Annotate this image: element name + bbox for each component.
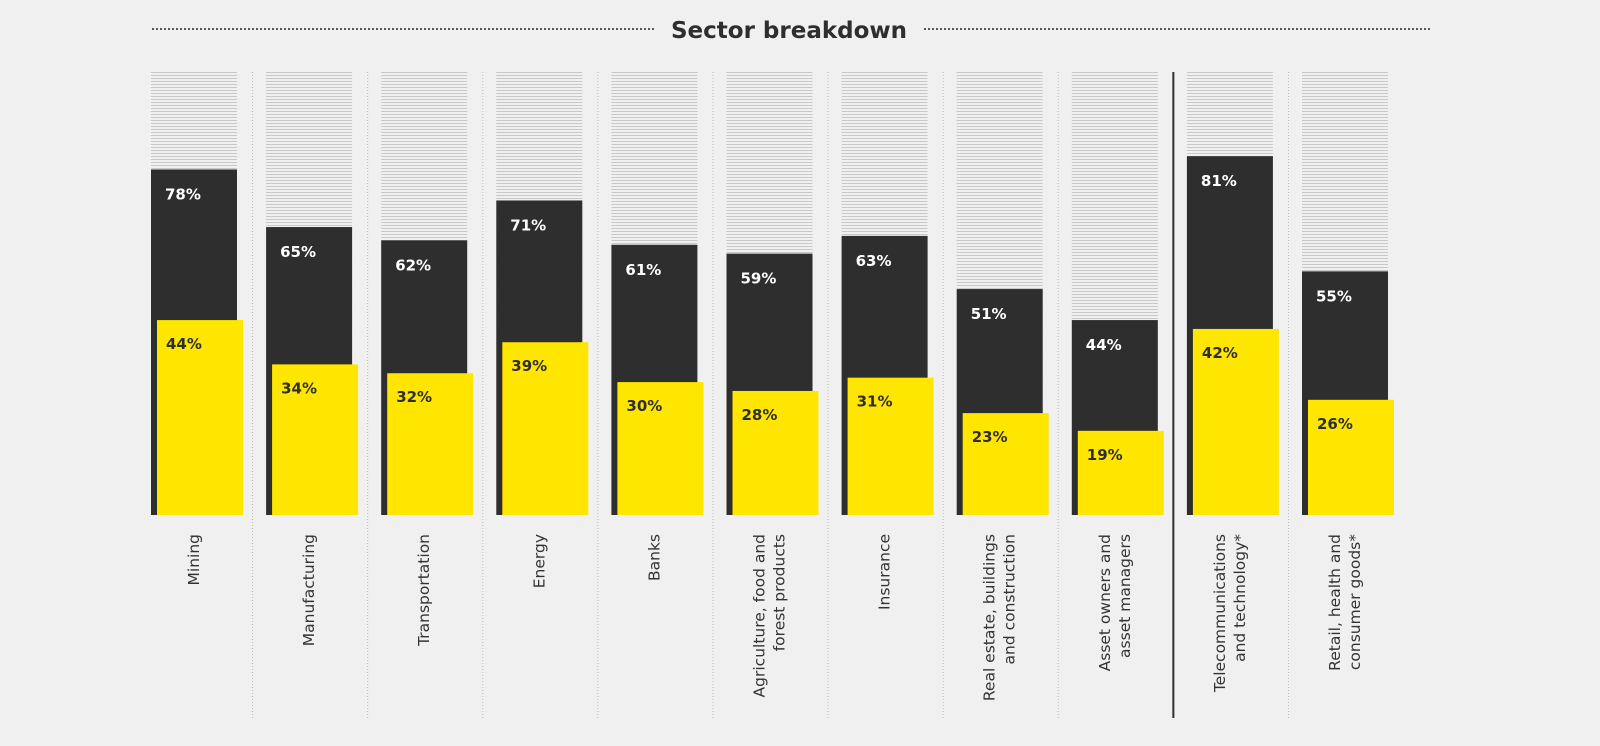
- value-label-yellow: 44%: [166, 335, 202, 353]
- bar-yellow: [1308, 399, 1394, 515]
- category-label-line: forest products: [771, 534, 789, 651]
- category-label-line: Banks: [645, 534, 663, 581]
- category-label-line: Transportation: [415, 534, 433, 647]
- value-label-dark: 81%: [1201, 172, 1237, 190]
- bar-yellow: [502, 342, 589, 515]
- category-label-line: Telecommunications: [1211, 534, 1229, 693]
- category-label: Insurance: [876, 534, 894, 610]
- category-label: Manufacturing: [300, 534, 318, 646]
- value-label-yellow: 34%: [281, 379, 317, 397]
- bars-group: 78% 44% 65% 34% 62% 32% 71% 39% 61% 30% 59% 28% 63% 3…: [151, 72, 1394, 516]
- value-label-yellow: 32%: [396, 388, 432, 406]
- column-dividers: [252, 72, 1289, 718]
- category-label: Mining: [185, 534, 203, 585]
- category-label: Transportation: [415, 534, 433, 647]
- value-label-yellow: 23%: [972, 428, 1008, 446]
- category-labels-group: Mining Manufacturing Transportation Energy B…: [185, 534, 1364, 701]
- category-label-line: Insurance: [876, 534, 894, 610]
- bar-yellow: [847, 377, 934, 515]
- value-label-yellow: 31%: [857, 393, 893, 411]
- category-label-line: and construction: [1001, 534, 1019, 664]
- value-label-dark: 51%: [971, 305, 1007, 323]
- category-label: Agriculture, food and forest products: [751, 534, 789, 697]
- bar-yellow: [157, 320, 243, 515]
- bar-yellow: [962, 413, 1049, 515]
- category-label: Energy: [530, 534, 548, 588]
- category-label-line: Manufacturing: [300, 534, 318, 646]
- category-label: Retail, health and consumer goods*: [1326, 534, 1364, 671]
- value-label-dark: 44%: [1086, 336, 1122, 354]
- bar-yellow: [1192, 328, 1279, 515]
- value-label-dark: 65%: [280, 243, 316, 261]
- value-label-yellow: 28%: [742, 406, 778, 424]
- bar-yellow: [732, 390, 819, 515]
- chart-title-group: Sector breakdown: [152, 18, 1432, 44]
- category-label: Real estate, buildings and construction: [981, 534, 1019, 701]
- category-label-line: Mining: [185, 534, 203, 585]
- value-label-dark: 62%: [395, 256, 431, 274]
- bar-yellow: [272, 364, 359, 515]
- value-label-yellow: 30%: [626, 397, 662, 415]
- category-label: Telecommunications and technology*: [1211, 534, 1249, 693]
- value-label-yellow: 42%: [1202, 344, 1238, 362]
- value-label-dark: 63%: [856, 252, 892, 270]
- bar-yellow: [387, 373, 474, 515]
- category-label: Asset owners and asset managers: [1096, 534, 1134, 671]
- chart-title: Sector breakdown: [671, 18, 907, 44]
- category-label-line: Agriculture, food and: [751, 534, 769, 697]
- category-label-line: Real estate, buildings: [981, 534, 999, 701]
- value-label-dark: 55%: [1316, 287, 1352, 305]
- category-label-line: asset managers: [1116, 534, 1134, 658]
- value-label-yellow: 26%: [1317, 415, 1353, 433]
- category-label: Banks: [645, 534, 663, 581]
- value-label-yellow: 39%: [511, 357, 547, 375]
- value-label-yellow: 19%: [1087, 446, 1123, 464]
- category-label-line: and technology*: [1231, 534, 1249, 662]
- category-label-line: Energy: [530, 534, 548, 588]
- value-label-dark: 59%: [741, 270, 777, 288]
- bar-yellow: [617, 382, 704, 515]
- value-label-dark: 71%: [510, 216, 546, 234]
- value-label-dark: 61%: [625, 261, 661, 279]
- category-label-line: consumer goods*: [1346, 534, 1364, 670]
- category-label-line: Retail, health and: [1326, 534, 1344, 671]
- category-label-line: Asset owners and: [1096, 534, 1114, 671]
- value-label-dark: 78%: [165, 185, 201, 203]
- bar-yellow: [1077, 430, 1164, 515]
